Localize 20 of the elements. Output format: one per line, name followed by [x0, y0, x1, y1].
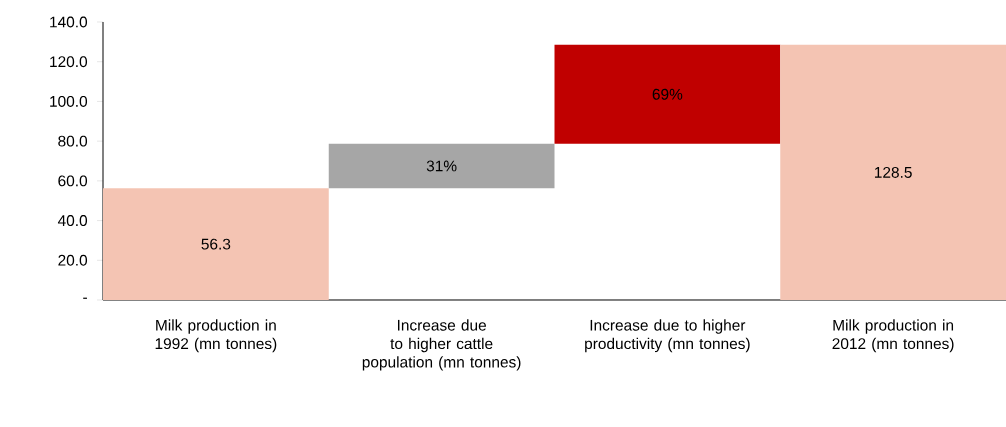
- y-tick-label: 20.0: [58, 254, 88, 266]
- x-tick-label: Increase due to higher cattle population (mn tonnes): [362, 319, 521, 371]
- x-tick-label: Increase due to higher productivity (mn tonnes): [585, 319, 750, 353]
- y-tick-label: 100.0: [50, 95, 88, 107]
- y-tick-label: 60.0: [58, 175, 88, 187]
- x-tick-label: Milk production in 1992 (mn tonnes): [155, 319, 277, 353]
- annotation: 31%: [426, 160, 457, 172]
- y-tick-label: 40.0: [57, 215, 88, 227]
- y-tick-label: 120.0: [50, 56, 88, 68]
- bar: [328, 143, 555, 189]
- data-label: 128.5: [874, 166, 912, 178]
- bar: [780, 44, 1006, 300]
- y-tick-label: 140.0: [50, 16, 88, 28]
- x-tick-label: Milk production in 2012 (mn tonnes): [832, 319, 954, 353]
- bar: [554, 44, 781, 144]
- annotation: 69%: [652, 88, 683, 100]
- data-label: 56.3: [201, 238, 231, 250]
- y-tick-label: 80.0: [58, 135, 88, 147]
- y-tick-label: -: [83, 297, 87, 299]
- bar: [103, 188, 329, 300]
